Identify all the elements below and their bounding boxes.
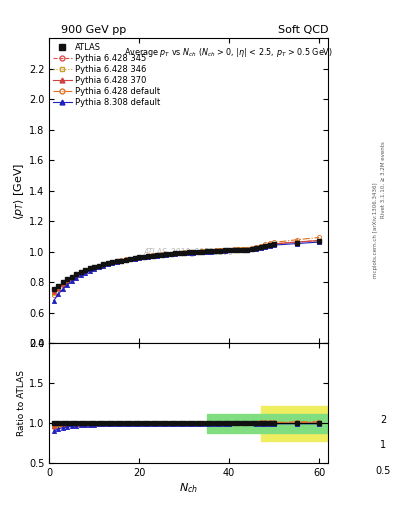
Pythia 6.428 default [317,234,321,241]
Line: Pythia 6.428 default: Pythia 6.428 default [51,236,321,294]
Pythia 8.308 default [132,255,137,262]
Line: Pythia 8.308 default: Pythia 8.308 default [51,240,321,303]
Pythia 6.428 345 [159,251,164,258]
Pythia 8.308 default [191,249,195,255]
X-axis label: $N_{ch}$: $N_{ch}$ [179,481,198,495]
Pythia 6.428 346 [159,251,164,258]
Pythia 6.428 346 [200,248,204,254]
Pythia 6.428 370 [159,251,164,258]
Pythia 6.428 default [263,241,268,247]
Pythia 8.308 default [69,278,74,284]
Pythia 6.428 345 [132,255,137,261]
Legend: ATLAS, Pythia 6.428 345, Pythia 6.428 346, Pythia 6.428 370, Pythia 6.428 defaul: ATLAS, Pythia 6.428 345, Pythia 6.428 34… [51,41,162,109]
Pythia 6.428 370 [51,289,56,295]
Pythia 6.428 default [159,251,164,258]
Pythia 6.428 370 [263,243,268,249]
Pythia 6.428 346 [191,249,195,255]
Pythia 6.428 default [191,249,195,255]
Pythia 6.428 default [200,248,204,254]
Text: 2: 2 [380,415,386,425]
Pythia 6.428 345 [51,292,56,298]
Pythia 6.428 default [51,289,56,295]
Pythia 8.308 default [159,252,164,258]
Pythia 6.428 default [132,255,137,261]
Pythia 6.428 346 [263,243,268,249]
Text: ATLAS_2010_S8591806: ATLAS_2010_S8591806 [143,247,234,257]
Text: Average $p_T$ vs $N_{ch}$ ($N_{ch}$ > 0, |$\eta$| < 2.5, $p_T$ > 0.5 GeV): Average $p_T$ vs $N_{ch}$ ($N_{ch}$ > 0,… [125,46,333,59]
Pythia 6.428 370 [317,238,321,244]
Line: Pythia 6.428 345: Pythia 6.428 345 [51,239,321,297]
Text: mcplots.cern.ch [arXiv:1306.3436]: mcplots.cern.ch [arXiv:1306.3436] [373,183,378,278]
Pythia 6.428 370 [191,249,195,255]
Pythia 6.428 345 [200,248,204,254]
Text: 900 GeV pp: 900 GeV pp [61,25,126,35]
Pythia 6.428 345 [69,275,74,282]
Pythia 8.308 default [317,239,321,245]
Pythia 8.308 default [200,249,204,255]
Text: 0.5: 0.5 [375,466,391,476]
Line: Pythia 6.428 370: Pythia 6.428 370 [51,239,321,294]
Y-axis label: Ratio to ATLAS: Ratio to ATLAS [17,370,26,436]
Y-axis label: $\langle p_T \rangle$ [GeV]: $\langle p_T \rangle$ [GeV] [12,162,26,220]
Pythia 6.428 370 [200,248,204,254]
Text: Rivet 3.1.10, ≥ 3.2M events: Rivet 3.1.10, ≥ 3.2M events [381,141,386,218]
Pythia 8.308 default [51,297,56,304]
Pythia 6.428 346 [132,255,137,261]
Pythia 6.428 370 [69,274,74,281]
Pythia 6.428 346 [317,238,321,244]
Pythia 6.428 370 [132,255,137,261]
Text: Soft QCD: Soft QCD [278,25,328,35]
Pythia 6.428 346 [69,275,74,281]
Pythia 6.428 345 [317,238,321,244]
Bar [261,406,328,441]
Pythia 6.428 346 [51,290,56,296]
Pythia 6.428 345 [263,243,268,249]
Pythia 6.428 345 [191,249,195,255]
Pythia 8.308 default [263,244,268,250]
Bar [207,414,328,433]
Line: Pythia 6.428 346: Pythia 6.428 346 [51,239,321,295]
Text: 1: 1 [380,440,386,451]
Pythia 6.428 default [69,274,74,280]
